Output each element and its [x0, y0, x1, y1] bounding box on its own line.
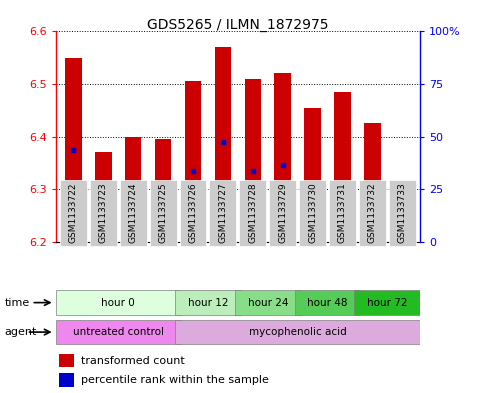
- Text: hour 48: hour 48: [307, 298, 348, 308]
- Text: hour 72: hour 72: [367, 298, 408, 308]
- Text: GSM1133733: GSM1133733: [398, 182, 407, 243]
- Bar: [304, 108, 321, 242]
- Text: GSM1133722: GSM1133722: [69, 182, 78, 243]
- Text: agent: agent: [5, 327, 37, 337]
- Bar: [59, 373, 74, 387]
- FancyBboxPatch shape: [240, 180, 266, 246]
- FancyBboxPatch shape: [359, 180, 386, 246]
- Text: GSM1133730: GSM1133730: [308, 182, 317, 243]
- Bar: [95, 152, 112, 242]
- Text: GSM1133725: GSM1133725: [158, 182, 168, 243]
- Text: GSM1133729: GSM1133729: [278, 182, 287, 243]
- Text: time: time: [5, 298, 30, 308]
- Text: GSM1133724: GSM1133724: [129, 182, 138, 243]
- Text: percentile rank within the sample: percentile rank within the sample: [81, 375, 269, 386]
- FancyBboxPatch shape: [56, 290, 181, 315]
- Text: GSM1133728: GSM1133728: [248, 182, 257, 243]
- Text: untreated control: untreated control: [73, 327, 164, 337]
- Text: GSM1133731: GSM1133731: [338, 182, 347, 243]
- Text: transformed count: transformed count: [81, 356, 185, 366]
- Text: GSM1133723: GSM1133723: [99, 182, 108, 243]
- Bar: [364, 123, 381, 242]
- Text: GSM1133727: GSM1133727: [218, 182, 227, 243]
- Bar: [274, 73, 291, 242]
- FancyBboxPatch shape: [175, 320, 420, 344]
- FancyBboxPatch shape: [210, 180, 236, 246]
- FancyBboxPatch shape: [269, 180, 296, 246]
- Bar: [125, 136, 142, 242]
- Text: mycophenolic acid: mycophenolic acid: [249, 327, 346, 337]
- FancyBboxPatch shape: [56, 320, 181, 344]
- Text: hour 24: hour 24: [247, 298, 288, 308]
- Bar: [215, 47, 231, 242]
- Bar: [65, 58, 82, 242]
- FancyBboxPatch shape: [90, 180, 117, 246]
- Bar: [59, 354, 74, 367]
- FancyBboxPatch shape: [295, 290, 360, 315]
- Text: GDS5265 / ILMN_1872975: GDS5265 / ILMN_1872975: [147, 18, 328, 32]
- FancyBboxPatch shape: [180, 180, 207, 246]
- FancyBboxPatch shape: [355, 290, 420, 315]
- FancyBboxPatch shape: [60, 180, 87, 246]
- FancyBboxPatch shape: [329, 180, 356, 246]
- FancyBboxPatch shape: [235, 290, 300, 315]
- Text: GSM1133732: GSM1133732: [368, 182, 377, 243]
- Text: hour 12: hour 12: [188, 298, 228, 308]
- FancyBboxPatch shape: [120, 180, 147, 246]
- Text: hour 0: hour 0: [101, 298, 135, 308]
- Bar: [244, 79, 261, 242]
- Bar: [185, 81, 201, 242]
- Bar: [155, 139, 171, 242]
- Text: GSM1133726: GSM1133726: [188, 182, 198, 243]
- Bar: [394, 221, 411, 242]
- FancyBboxPatch shape: [299, 180, 326, 246]
- FancyBboxPatch shape: [150, 180, 177, 246]
- Bar: [334, 92, 351, 242]
- FancyBboxPatch shape: [389, 180, 416, 246]
- FancyBboxPatch shape: [175, 290, 241, 315]
